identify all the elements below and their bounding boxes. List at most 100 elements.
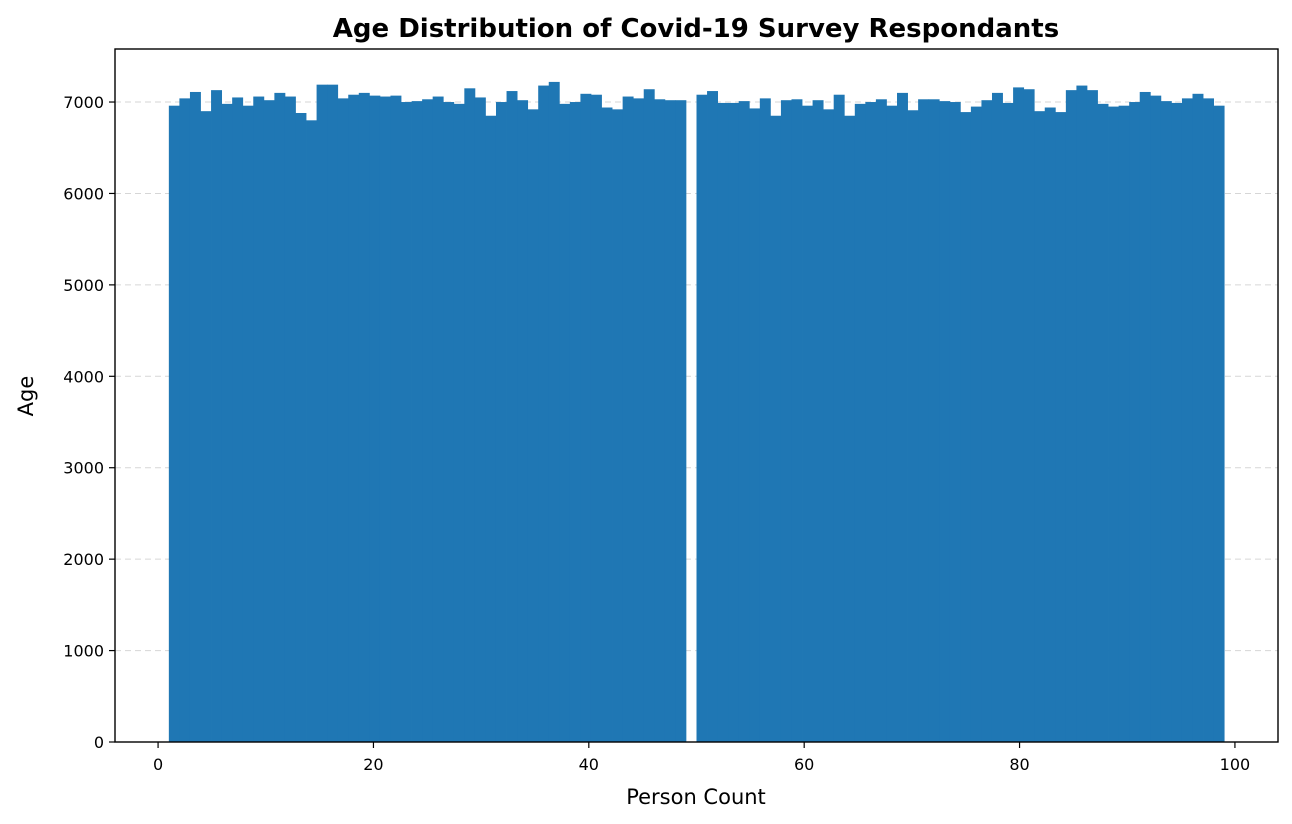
histogram-bar xyxy=(897,92,908,742)
histogram-bar xyxy=(211,90,223,742)
x-tick-label: 20 xyxy=(363,755,383,774)
histogram-bar xyxy=(886,105,898,743)
histogram-bar xyxy=(485,115,497,742)
histogram-bar xyxy=(1213,105,1225,743)
histogram-bar xyxy=(791,99,803,743)
histogram-bar xyxy=(622,96,634,742)
histogram-bar xyxy=(960,112,972,742)
histogram-bar xyxy=(274,92,286,742)
histogram-bar xyxy=(780,100,792,743)
histogram-bar xyxy=(232,97,244,743)
plot-area-frame xyxy=(114,48,1279,743)
histogram-bar xyxy=(189,91,201,742)
histogram-bar xyxy=(759,98,771,743)
histogram-bar xyxy=(907,110,919,742)
histogram-bar xyxy=(1192,93,1204,742)
histogram-bar xyxy=(179,98,191,743)
histogram-bar xyxy=(1076,85,1088,742)
histogram-bar xyxy=(1065,90,1077,742)
histogram-bar xyxy=(1097,103,1109,743)
y-tick-label: 4000 xyxy=(63,367,104,386)
histogram-bar xyxy=(506,91,518,742)
histogram-bar xyxy=(495,102,507,743)
histogram-bar xyxy=(823,109,835,742)
y-tick-label: 6000 xyxy=(63,184,104,203)
histogram-bar xyxy=(390,95,402,742)
histogram-bar xyxy=(981,100,993,743)
histogram-bar xyxy=(1002,102,1014,743)
histogram-bar xyxy=(1150,95,1162,742)
histogram-bar xyxy=(728,102,740,743)
histogram-bar xyxy=(538,85,550,742)
histogram-bar xyxy=(443,102,455,743)
histogram-bar xyxy=(738,101,750,743)
histogram-bar xyxy=(474,97,486,743)
histogram-bar xyxy=(717,102,729,743)
histogram-bar xyxy=(1055,112,1067,742)
histogram-bar xyxy=(1203,98,1215,743)
histogram-bar xyxy=(379,96,391,742)
x-tick-label: 60 xyxy=(794,755,814,774)
y-axis-label: Age xyxy=(14,376,38,417)
x-tick-label: 40 xyxy=(579,755,599,774)
histogram-bar xyxy=(527,109,539,742)
chart-title: Age Distribution of Covid-19 Survey Resp… xyxy=(333,14,1059,44)
histogram-bar xyxy=(242,105,254,743)
histogram-bar xyxy=(1139,91,1151,742)
histogram-bar xyxy=(991,92,1003,742)
histogram-bar xyxy=(358,92,370,742)
histogram-bar xyxy=(612,109,624,742)
histogram-bar xyxy=(517,100,529,743)
x-tick-label: 100 xyxy=(1220,755,1251,774)
histogram-bar xyxy=(1013,87,1025,742)
histogram-bar xyxy=(295,112,307,742)
histogram-bar xyxy=(875,99,887,743)
histogram-bar xyxy=(1034,111,1046,742)
histogram-bar xyxy=(844,115,856,742)
histogram-bar xyxy=(263,100,275,743)
histogram-bar xyxy=(601,107,613,743)
histogram-bar xyxy=(1023,89,1035,742)
histogram-bar xyxy=(1160,101,1172,743)
histogram-bar xyxy=(696,94,708,742)
x-tick-label: 80 xyxy=(1009,755,1029,774)
histogram-bar xyxy=(316,84,328,743)
y-tick-label: 3000 xyxy=(63,459,104,478)
histogram-bar xyxy=(928,99,940,743)
histogram-bars xyxy=(168,81,1225,743)
histogram-bar xyxy=(432,96,444,742)
histogram-bar xyxy=(1171,102,1183,743)
y-tick-label: 1000 xyxy=(63,642,104,661)
y-tick-label: 0 xyxy=(94,733,104,752)
histogram-bar xyxy=(327,84,339,743)
histogram-bar xyxy=(675,100,687,743)
histogram-bar xyxy=(854,103,866,743)
histogram-bar xyxy=(1129,102,1141,743)
histogram-bar xyxy=(643,89,655,742)
histogram-bar xyxy=(168,105,180,743)
y-tick-label: 2000 xyxy=(63,550,104,569)
histogram-bar xyxy=(664,100,676,743)
histogram-bar xyxy=(464,88,476,742)
histogram-bar xyxy=(411,101,423,743)
y-axis-ticks: 0 1000 2000 3000 4000 5000 6000 7000 xyxy=(63,93,115,752)
histogram-bar xyxy=(1181,98,1193,743)
histogram-bar xyxy=(1086,90,1098,742)
histogram-bar xyxy=(833,94,845,742)
histogram-bar xyxy=(918,99,930,743)
histogram-bar xyxy=(569,102,581,743)
histogram-bar xyxy=(707,91,719,742)
histogram-bar xyxy=(422,99,434,743)
histogram-bar xyxy=(348,94,360,742)
histogram-bar xyxy=(401,102,412,743)
histogram-bar xyxy=(770,115,782,742)
histogram-bar xyxy=(633,98,645,743)
histogram-bar xyxy=(749,108,761,742)
histogram-bar xyxy=(284,96,296,742)
histogram-bar xyxy=(970,106,982,742)
histogram-bar xyxy=(306,120,317,743)
histogram-bar xyxy=(580,93,592,742)
histogram-bar xyxy=(253,96,265,742)
histogram-bar xyxy=(548,81,560,743)
